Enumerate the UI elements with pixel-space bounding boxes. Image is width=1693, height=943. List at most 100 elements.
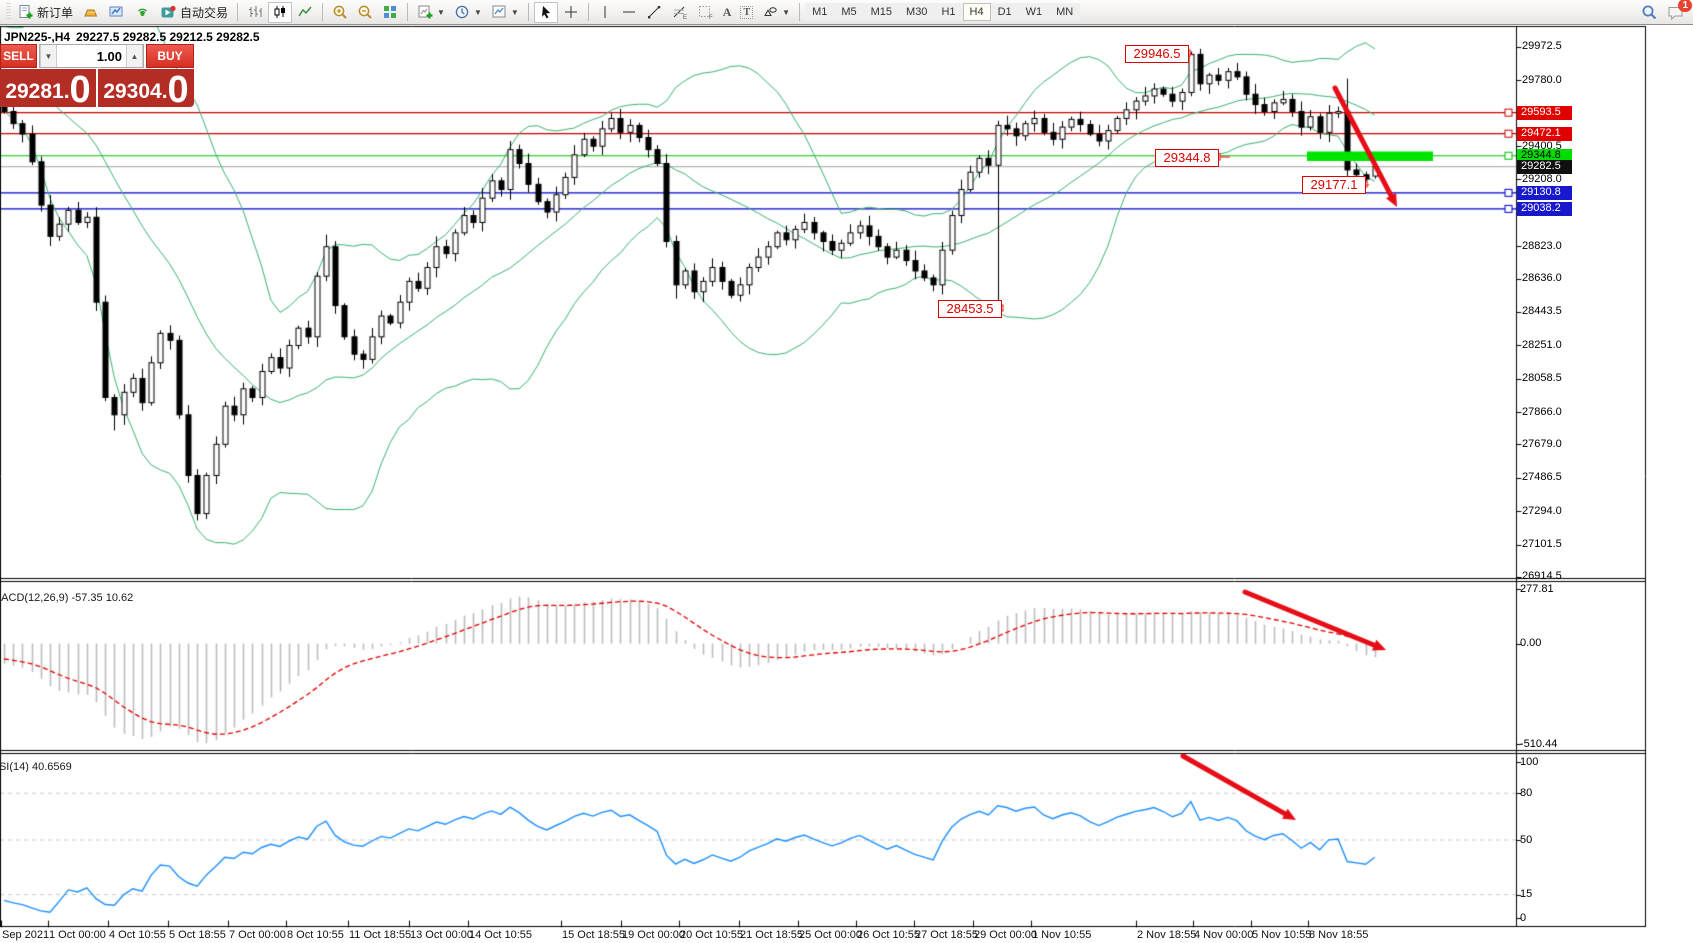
timeframe-button-h1[interactable]: H1	[934, 3, 963, 21]
rsi-axis-label: 0	[1520, 911, 1527, 924]
trendline-button[interactable]	[642, 2, 666, 23]
date-axis-label: 20 Oct 10:55	[680, 929, 743, 941]
date-axis-label: 5 Nov 10:55	[1252, 929, 1312, 941]
notification-badge: 1	[1678, 0, 1692, 12]
channel-icon: F	[697, 4, 714, 20]
cursor-button[interactable]	[533, 1, 558, 23]
timeframe-button-mn[interactable]: MN	[1049, 3, 1081, 21]
sell-price[interactable]: 29281. 0	[0, 69, 98, 107]
date-axis-label: 25 Oct 00:00	[799, 929, 862, 941]
price-axis-badge[interactable]: 29038.2	[1517, 201, 1572, 216]
date-axis-label: 8 Oct 10:55	[287, 929, 344, 941]
text-label-button[interactable]: T	[736, 2, 757, 23]
panel-divider[interactable]	[0, 575, 1646, 584]
notifications-button[interactable]: 1	[1663, 0, 1692, 23]
toolbar-separator	[407, 3, 409, 21]
toolbar-separator	[799, 3, 801, 21]
price-axis-label: 26914.5	[1522, 570, 1562, 583]
signal-button[interactable]	[130, 2, 155, 23]
price-axis-label: 28251.0	[1522, 338, 1562, 351]
timeframe-group: M1 M5 M15 M30 H1 H4 D1 W1 MN	[805, 3, 1081, 21]
volume-stepper: ▼ 1.00 ▲	[39, 44, 144, 68]
bar-chart-button[interactable]	[243, 2, 267, 23]
price-axis-badge: 29282.5	[1517, 159, 1572, 174]
date-axis-label: 2 Nov 18:55	[1137, 929, 1197, 941]
timeframe-button-w1[interactable]: W1	[1018, 3, 1050, 21]
price-axis-badge[interactable]: 29130.8	[1517, 185, 1572, 200]
price-axis-badge[interactable]: 29344.8	[1517, 148, 1572, 163]
toolbar-separator	[527, 3, 529, 21]
horizontal-line-button[interactable]	[617, 2, 641, 23]
crosshair-button[interactable]	[559, 2, 583, 23]
zoom-out-icon	[357, 4, 373, 20]
price-callout-label[interactable]: 29177.1	[1302, 176, 1366, 194]
toolbar-separator	[587, 3, 589, 21]
new-chart-button[interactable]: ▼	[413, 2, 449, 23]
text-icon: A	[722, 4, 732, 19]
candlestick-chart-button[interactable]	[268, 1, 293, 23]
timeframe-button-h4[interactable]: H4	[962, 3, 991, 21]
buy-price[interactable]: 29304. 0	[103, 69, 189, 107]
price-axis-label: 29208.0	[1522, 172, 1562, 185]
volume-increase-button[interactable]: ▲	[126, 45, 143, 67]
price-callout-label[interactable]: 28453.5	[938, 300, 1002, 318]
new-order-icon	[18, 4, 34, 20]
trendline-icon	[646, 4, 662, 20]
price-callout-label[interactable]: 29344.8	[1155, 149, 1219, 167]
volume-value[interactable]: 1.00	[96, 48, 122, 64]
date-axis-label: 29 Oct 00:00	[974, 929, 1037, 941]
auto-trading-label: 自动交易	[180, 5, 229, 20]
line-chart-button[interactable]	[293, 2, 317, 23]
periodicity-button[interactable]: ▼	[450, 2, 486, 23]
date-axis-label: 1 Oct 00:00	[49, 929, 106, 941]
zoom-in-button[interactable]	[328, 2, 352, 23]
shapes-button[interactable]: ▼	[758, 2, 794, 23]
timeframe-button-d1[interactable]: D1	[990, 3, 1019, 21]
timeframe-button-m5[interactable]: M5	[834, 3, 864, 21]
template-icon	[491, 4, 507, 20]
channel-button[interactable]: F	[693, 2, 718, 23]
chart-symbol-period: JPN225-,H4	[4, 30, 71, 44]
rsi-axis-label: 80	[1520, 786, 1533, 799]
toolbar-grip[interactable]	[6, 3, 11, 21]
volume-decrease-button[interactable]: ▼	[40, 45, 57, 67]
shapes-icon	[762, 4, 778, 20]
price-callout-label[interactable]: 29946.5	[1125, 45, 1189, 63]
gold-button[interactable]	[78, 2, 103, 23]
price-axis-label: 28636.0	[1522, 272, 1562, 285]
vertical-line-icon	[598, 4, 612, 20]
sell-button[interactable]: SELL	[0, 44, 37, 68]
search-button[interactable]	[1637, 2, 1662, 23]
auto-trading-button[interactable]: 自动交易	[156, 2, 232, 23]
panel-divider[interactable]	[0, 747, 1646, 756]
fibonacci-button[interactable]: E	[667, 2, 692, 23]
new-order-label: 新订单	[37, 5, 74, 20]
macd-axis-label: -510.44	[1520, 737, 1558, 750]
date-axis-label: 11 Oct 18:55	[349, 929, 412, 941]
timeframe-button-m30[interactable]: M30	[899, 3, 935, 21]
new-order-button[interactable]: 新订单	[14, 2, 77, 23]
zoom-in-icon	[332, 4, 348, 20]
template-button[interactable]: ▼	[487, 2, 523, 23]
buy-button[interactable]: BUY	[146, 44, 194, 68]
macd-axis-label: 277.81	[1520, 582, 1554, 595]
date-axis-label: 1 Nov 10:55	[1032, 929, 1092, 941]
date-axis-label: 21 Oct 18:55	[740, 929, 803, 941]
text-button[interactable]: A	[719, 2, 736, 23]
publish-chart-button[interactable]	[104, 2, 129, 23]
chart-title: JPN225-,H4 29227.5 29282.5 29212.5 29282.…	[4, 30, 266, 44]
zoom-out-button[interactable]	[353, 2, 377, 23]
timeframe-button-m15[interactable]: M15	[863, 3, 900, 21]
chart-ohlc-values: 29227.5 29282.5 29212.5 29282.5	[76, 30, 260, 44]
date-axis-label: 14 Oct 10:55	[469, 929, 532, 941]
price-axis-label: 28443.5	[1522, 305, 1562, 318]
tile-windows-button[interactable]	[378, 2, 402, 23]
price-axis-badge[interactable]: 29472.1	[1517, 126, 1572, 141]
timeframe-button-m1[interactable]: M1	[805, 3, 835, 21]
vertical-line-button[interactable]	[594, 2, 616, 23]
price-axis-label: 29780.0	[1522, 73, 1562, 86]
price-axis-badge[interactable]: 29593.5	[1517, 105, 1572, 120]
svg-text:E: E	[683, 15, 687, 20]
toolbar-separator	[322, 3, 324, 21]
